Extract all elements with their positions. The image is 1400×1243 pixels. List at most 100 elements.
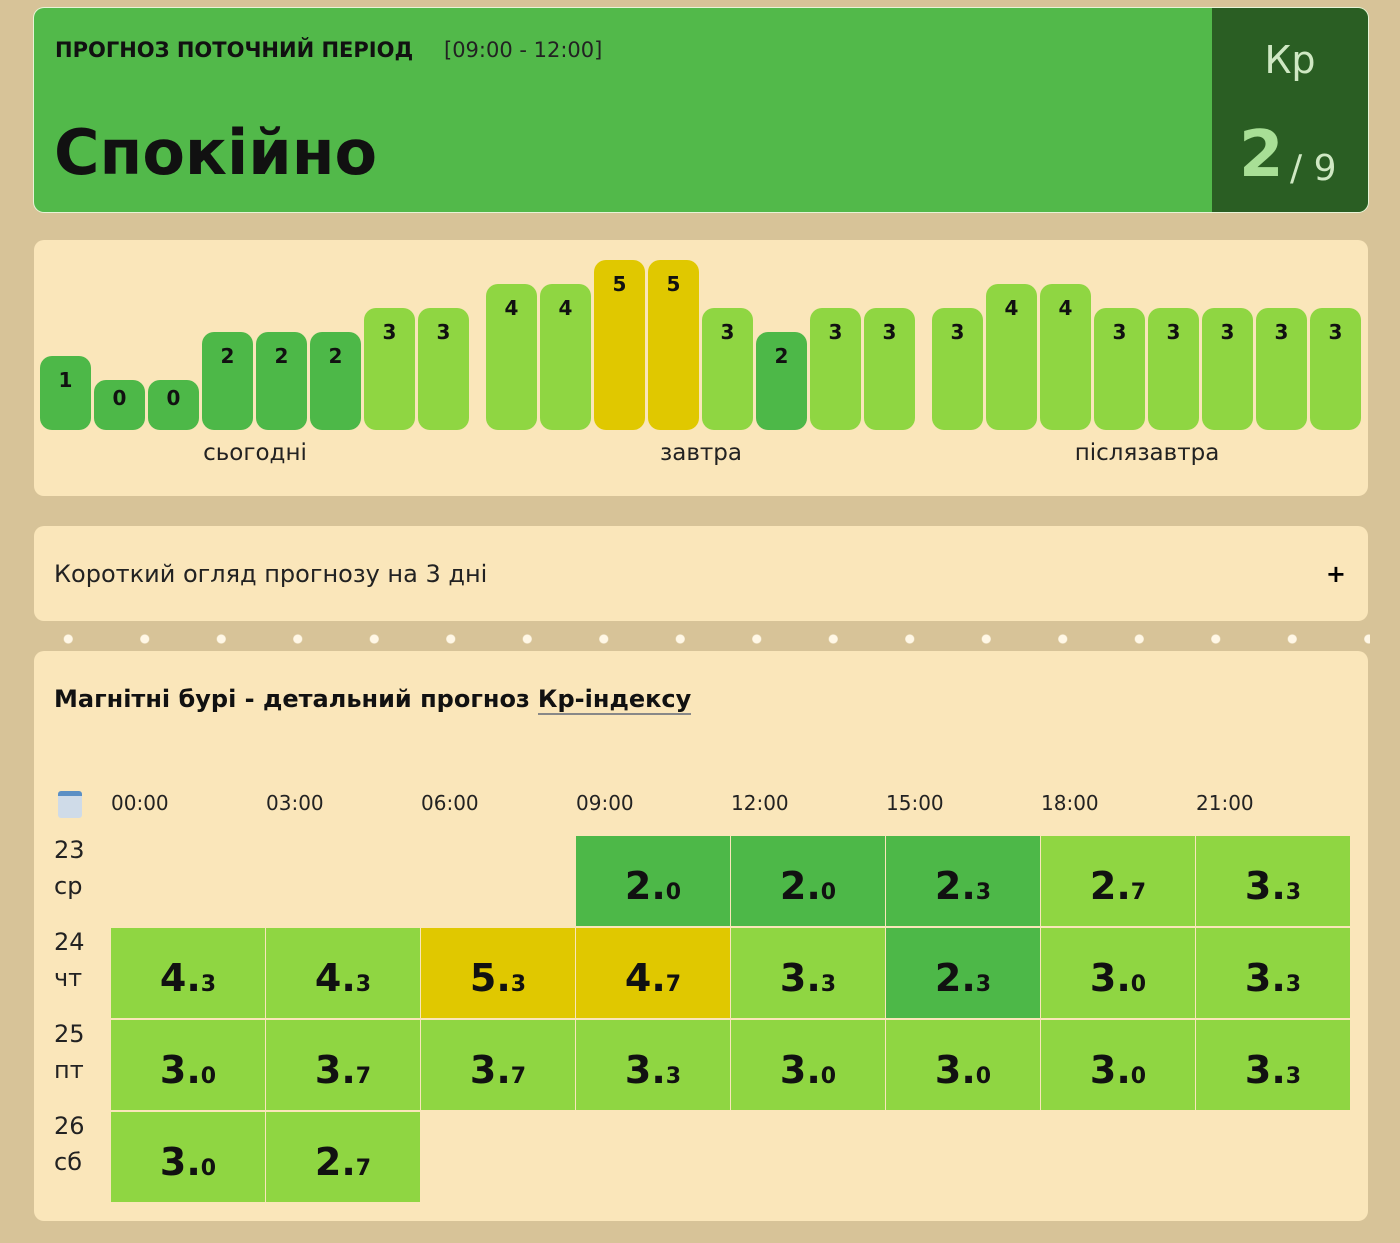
bar: 5 bbox=[648, 260, 699, 430]
kp-cell: 3.7 bbox=[421, 1020, 575, 1110]
bar-label: 4 bbox=[504, 296, 519, 320]
kp-cell: 2.3 bbox=[886, 928, 1040, 1018]
kp-cell: 3.3 bbox=[1196, 928, 1350, 1018]
bar-label: 0 bbox=[112, 386, 127, 410]
kp-value: 2.7 bbox=[1089, 864, 1147, 908]
summary-title[interactable]: Короткий огляд прогнозу на 3 дні bbox=[54, 560, 488, 588]
hour-label: 03:00 bbox=[266, 791, 324, 815]
kp-label: Кр bbox=[1264, 38, 1316, 82]
bar: 2 bbox=[256, 332, 307, 430]
bar-label: 5 bbox=[666, 272, 681, 296]
forecast-bars: сьогодні 1 0 0 2 2 2 3 3 завтра 4 4 5 5 3 2 3 3 післязавтр… bbox=[34, 240, 1368, 496]
bar-label: 5 bbox=[612, 272, 627, 296]
toggle[interactable]: + bbox=[1325, 560, 1346, 588]
kp-value: 4.3 bbox=[159, 956, 217, 1000]
kp-value: 3.7 bbox=[469, 1048, 527, 1092]
bar-label: 4 bbox=[1058, 296, 1073, 320]
bar: 5 bbox=[594, 260, 645, 430]
bar-label: 3 bbox=[436, 320, 451, 344]
day-label: післязавтра bbox=[1074, 440, 1220, 466]
kp-value: 5.3 bbox=[469, 956, 527, 1000]
kp-cell: 2.3 bbox=[886, 836, 1040, 926]
bar-label: 3 bbox=[1166, 320, 1181, 344]
hour-label: 00:00 bbox=[111, 791, 169, 815]
kp-cell: 2.7 bbox=[1041, 836, 1195, 926]
bar: 1 bbox=[40, 356, 91, 430]
kp-value: 2.3 bbox=[934, 864, 992, 908]
kp-cell: 3.0 bbox=[1041, 928, 1195, 1018]
kp-value: 3.3 bbox=[779, 956, 837, 1000]
bar: 4 bbox=[486, 284, 537, 430]
kp-value: 2.7 bbox=[314, 1140, 372, 1184]
kp-cell: 3.3 bbox=[576, 1020, 730, 1110]
kp-value: 3.0 bbox=[1089, 956, 1147, 1000]
day-label: завтра bbox=[660, 440, 742, 466]
bar-label: 3 bbox=[828, 320, 843, 344]
kp-cell: 3.3 bbox=[1196, 1020, 1350, 1110]
day: 26 bbox=[54, 1112, 85, 1140]
bar-label: 3 bbox=[720, 320, 735, 344]
kp-cell: 2.0 bbox=[731, 836, 885, 926]
bar-label: 2 bbox=[774, 344, 789, 368]
bar: 3 bbox=[864, 308, 915, 430]
current-period: ПРОГНОЗ ПОТОЧНИЙ ПЕРІОД [09:00 - 12:00] … bbox=[34, 8, 1368, 212]
bar: 3 bbox=[1094, 308, 1145, 430]
weekday: пт bbox=[54, 1056, 84, 1084]
bar-label: 0 bbox=[166, 386, 181, 410]
bar-label: 2 bbox=[328, 344, 343, 368]
bar: 3 bbox=[702, 308, 753, 430]
bar: 4 bbox=[540, 284, 591, 430]
bar: 3 bbox=[1256, 308, 1307, 430]
bar-label: 3 bbox=[950, 320, 965, 344]
kp-value: 2 bbox=[1239, 118, 1284, 192]
bar-label: 4 bbox=[558, 296, 573, 320]
calendar-icon bbox=[58, 791, 82, 818]
day: 24 bbox=[54, 928, 85, 956]
kp-cell: 4.3 bbox=[111, 928, 265, 1018]
bar-label: 2 bbox=[220, 344, 235, 368]
kp-cell: 2.0 bbox=[576, 836, 730, 926]
bar-label: 3 bbox=[882, 320, 897, 344]
bar: 0 bbox=[94, 380, 145, 430]
bar-label: 3 bbox=[382, 320, 397, 344]
bar-label: 3 bbox=[1328, 320, 1343, 344]
kp-cell: 3.0 bbox=[111, 1020, 265, 1110]
kp-value: 3.7 bbox=[314, 1048, 372, 1092]
bar-label: 2 bbox=[274, 344, 289, 368]
bar-label: 3 bbox=[1274, 320, 1289, 344]
kp-value: 2.0 bbox=[779, 864, 837, 908]
kp-scale: / 9 bbox=[1290, 148, 1337, 189]
weekday: ср bbox=[54, 872, 83, 900]
bar: 0 bbox=[148, 380, 199, 430]
period-title: ПРОГНОЗ ПОТОЧНИЙ ПЕРІОД bbox=[55, 38, 414, 62]
period-time: [09:00 - 12:00] bbox=[444, 38, 603, 62]
bar: 2 bbox=[202, 332, 253, 430]
kp-cell: 4.7 bbox=[576, 928, 730, 1018]
bar: 2 bbox=[310, 332, 361, 430]
kp-panel: Кр 2 / 9 bbox=[1212, 8, 1368, 212]
kp-cell: 5.3 bbox=[421, 928, 575, 1018]
summary[interactable]: Короткий огляд прогнозу на 3 дні + bbox=[34, 526, 1368, 621]
bar: 2 bbox=[756, 332, 807, 430]
kp-value: 3.3 bbox=[1244, 864, 1302, 908]
kp-cell: 3.0 bbox=[886, 1020, 1040, 1110]
kp-cell: 3.0 bbox=[111, 1112, 265, 1202]
separator bbox=[30, 634, 1370, 644]
kp-value: 3.0 bbox=[159, 1048, 217, 1092]
bar: 3 bbox=[1202, 308, 1253, 430]
bar-label: 3 bbox=[1112, 320, 1127, 344]
kp-cell: 4.3 bbox=[266, 928, 420, 1018]
bar-label: 3 bbox=[1220, 320, 1235, 344]
kp-value: 4.7 bbox=[624, 956, 682, 1000]
bar: 3 bbox=[810, 308, 861, 430]
kp-value: 3.3 bbox=[1244, 956, 1302, 1000]
day: 23 bbox=[54, 836, 85, 864]
bar: 3 bbox=[364, 308, 415, 430]
kp-cell: 3.7 bbox=[266, 1020, 420, 1110]
kp-value: 3.0 bbox=[159, 1140, 217, 1184]
kp-value: 2.0 bbox=[624, 864, 682, 908]
status: Спокійно bbox=[54, 116, 378, 189]
kp-link[interactable]: Кр-індексу bbox=[537, 685, 692, 715]
detail-title: Магнітні бурі - детальний прогноз Кр-інде… bbox=[54, 685, 692, 715]
